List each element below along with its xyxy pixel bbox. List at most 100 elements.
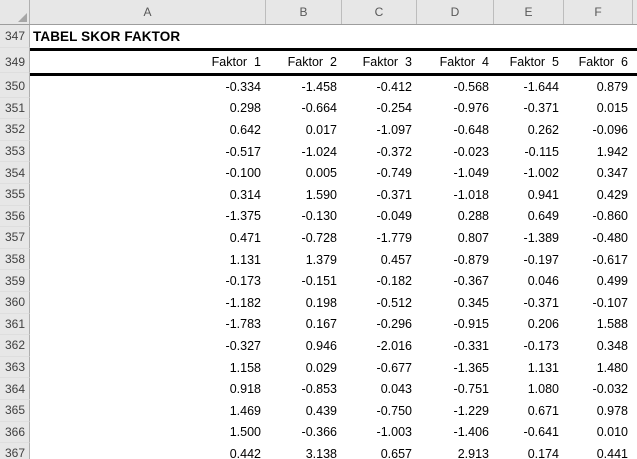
cell[interactable]: -0.677 <box>376 360 412 375</box>
cell[interactable]: -0.750 <box>376 403 412 418</box>
cell[interactable]: -0.751 <box>453 382 489 397</box>
cell[interactable]: -0.480 <box>592 230 628 245</box>
cell[interactable]: -0.517 <box>225 144 261 159</box>
cell[interactable]: 0.442 <box>229 446 261 459</box>
cell[interactable]: -1.182 <box>225 295 261 310</box>
cell[interactable]: -0.096 <box>592 122 628 137</box>
cell[interactable]: -1.389 <box>523 230 559 245</box>
cell[interactable]: -1.783 <box>225 317 261 332</box>
factor-header-cell[interactable]: Faktor 5 <box>509 55 559 69</box>
column-header-e[interactable]: E <box>494 0 564 24</box>
cell[interactable]: 0.198 <box>305 295 337 310</box>
cell[interactable]: -1.024 <box>301 144 337 159</box>
cell[interactable]: 0.017 <box>305 122 337 137</box>
cell[interactable]: 0.348 <box>596 338 628 353</box>
cell[interactable]: 1.158 <box>229 360 261 375</box>
cell[interactable]: 0.314 <box>229 187 261 202</box>
cell[interactable]: -0.749 <box>376 166 412 181</box>
cell[interactable]: -1.365 <box>453 360 489 375</box>
column-header-d[interactable]: D <box>417 0 494 24</box>
cell[interactable]: 0.946 <box>305 338 337 353</box>
column-header-b[interactable]: B <box>266 0 342 24</box>
cell[interactable]: -0.412 <box>376 79 412 94</box>
cell[interactable]: 2.913 <box>457 446 489 459</box>
factor-header-cell[interactable]: Faktor 2 <box>287 55 337 69</box>
cell[interactable]: -0.296 <box>376 317 412 332</box>
cell[interactable]: 0.471 <box>229 230 261 245</box>
factor-header-cell[interactable]: Faktor 1 <box>211 55 261 69</box>
row-number[interactable]: 366 <box>0 421 30 444</box>
cell[interactable]: -0.371 <box>376 187 412 202</box>
cell[interactable]: -1.097 <box>376 122 412 137</box>
cell[interactable]: 0.807 <box>457 230 489 245</box>
cell[interactable]: 0.043 <box>380 382 412 397</box>
cell[interactable]: -0.331 <box>453 338 489 353</box>
cell[interactable]: 0.441 <box>596 446 628 459</box>
cell[interactable]: 0.439 <box>305 403 337 418</box>
cell[interactable]: 0.978 <box>596 403 628 418</box>
cell[interactable]: -0.023 <box>453 144 489 159</box>
cell[interactable]: -1.018 <box>453 187 489 202</box>
cell[interactable]: -0.641 <box>523 425 559 440</box>
cell[interactable]: 1.588 <box>596 317 628 332</box>
cell[interactable]: -0.371 <box>523 101 559 116</box>
cell[interactable]: 1.590 <box>305 187 337 202</box>
row-number[interactable]: 352 <box>0 119 30 141</box>
row-number[interactable]: 350 <box>0 76 30 98</box>
cell[interactable]: -0.254 <box>376 101 412 116</box>
cell[interactable]: -0.334 <box>225 79 261 94</box>
cell[interactable]: -1.229 <box>453 403 489 418</box>
cell[interactable]: 1.500 <box>229 425 261 440</box>
row-number[interactable]: 357 <box>0 227 30 249</box>
cell[interactable]: -0.512 <box>376 295 412 310</box>
cell[interactable]: -0.100 <box>225 166 261 181</box>
cell[interactable]: 0.005 <box>305 166 337 181</box>
cell[interactable]: 1.480 <box>596 360 628 375</box>
column-header-c[interactable]: C <box>342 0 417 24</box>
cell[interactable]: -0.915 <box>453 317 489 332</box>
cell[interactable]: 0.499 <box>596 274 628 289</box>
cell[interactable]: 1.131 <box>229 252 261 267</box>
cell[interactable]: 0.015 <box>596 101 628 116</box>
row-number[interactable]: 367 <box>0 443 30 459</box>
cell[interactable]: 1.469 <box>229 403 261 418</box>
cell[interactable]: -1.002 <box>523 166 559 181</box>
cell[interactable]: -2.016 <box>376 338 412 353</box>
row-number[interactable]: 353 <box>0 140 30 163</box>
cell[interactable]: -0.664 <box>301 101 337 116</box>
cell[interactable]: 0.457 <box>380 252 412 267</box>
cell[interactable]: 0.649 <box>527 209 559 224</box>
cell[interactable]: 1.942 <box>596 144 628 159</box>
cell[interactable]: -1.644 <box>523 79 559 94</box>
row-number[interactable]: 356 <box>0 205 30 228</box>
cell[interactable]: -0.182 <box>376 274 412 289</box>
cell[interactable]: -0.617 <box>592 252 628 267</box>
cell[interactable]: -0.976 <box>453 101 489 116</box>
row-number[interactable]: 364 <box>0 378 30 400</box>
cell[interactable]: -0.371 <box>523 295 559 310</box>
cell[interactable]: -0.327 <box>225 338 261 353</box>
cell[interactable]: -0.197 <box>523 252 559 267</box>
cell[interactable]: -0.151 <box>301 274 337 289</box>
cell[interactable]: 1.131 <box>527 360 559 375</box>
row-number[interactable]: 363 <box>0 356 30 379</box>
row-number[interactable]: 361 <box>0 313 30 336</box>
select-all-corner[interactable] <box>0 0 30 24</box>
cell[interactable]: 0.347 <box>596 166 628 181</box>
cell[interactable]: -0.728 <box>301 230 337 245</box>
cell[interactable]: 0.918 <box>229 382 261 397</box>
cell[interactable]: 1.080 <box>527 382 559 397</box>
cell[interactable]: 3.138 <box>305 446 337 459</box>
cell[interactable]: -0.648 <box>453 122 489 137</box>
cell[interactable]: -0.130 <box>301 209 337 224</box>
cell[interactable]: 0.879 <box>596 79 628 94</box>
cell[interactable]: -1.779 <box>376 230 412 245</box>
cell[interactable]: 0.029 <box>305 360 337 375</box>
row-number[interactable]: 358 <box>0 248 30 271</box>
row-number[interactable]: 362 <box>0 335 30 357</box>
cell[interactable]: -0.860 <box>592 209 628 224</box>
factor-header-cell[interactable]: Faktor 4 <box>439 55 489 69</box>
cell[interactable]: 0.657 <box>380 446 412 459</box>
cell[interactable]: -0.173 <box>225 274 261 289</box>
row-number[interactable]: 365 <box>0 399 30 422</box>
